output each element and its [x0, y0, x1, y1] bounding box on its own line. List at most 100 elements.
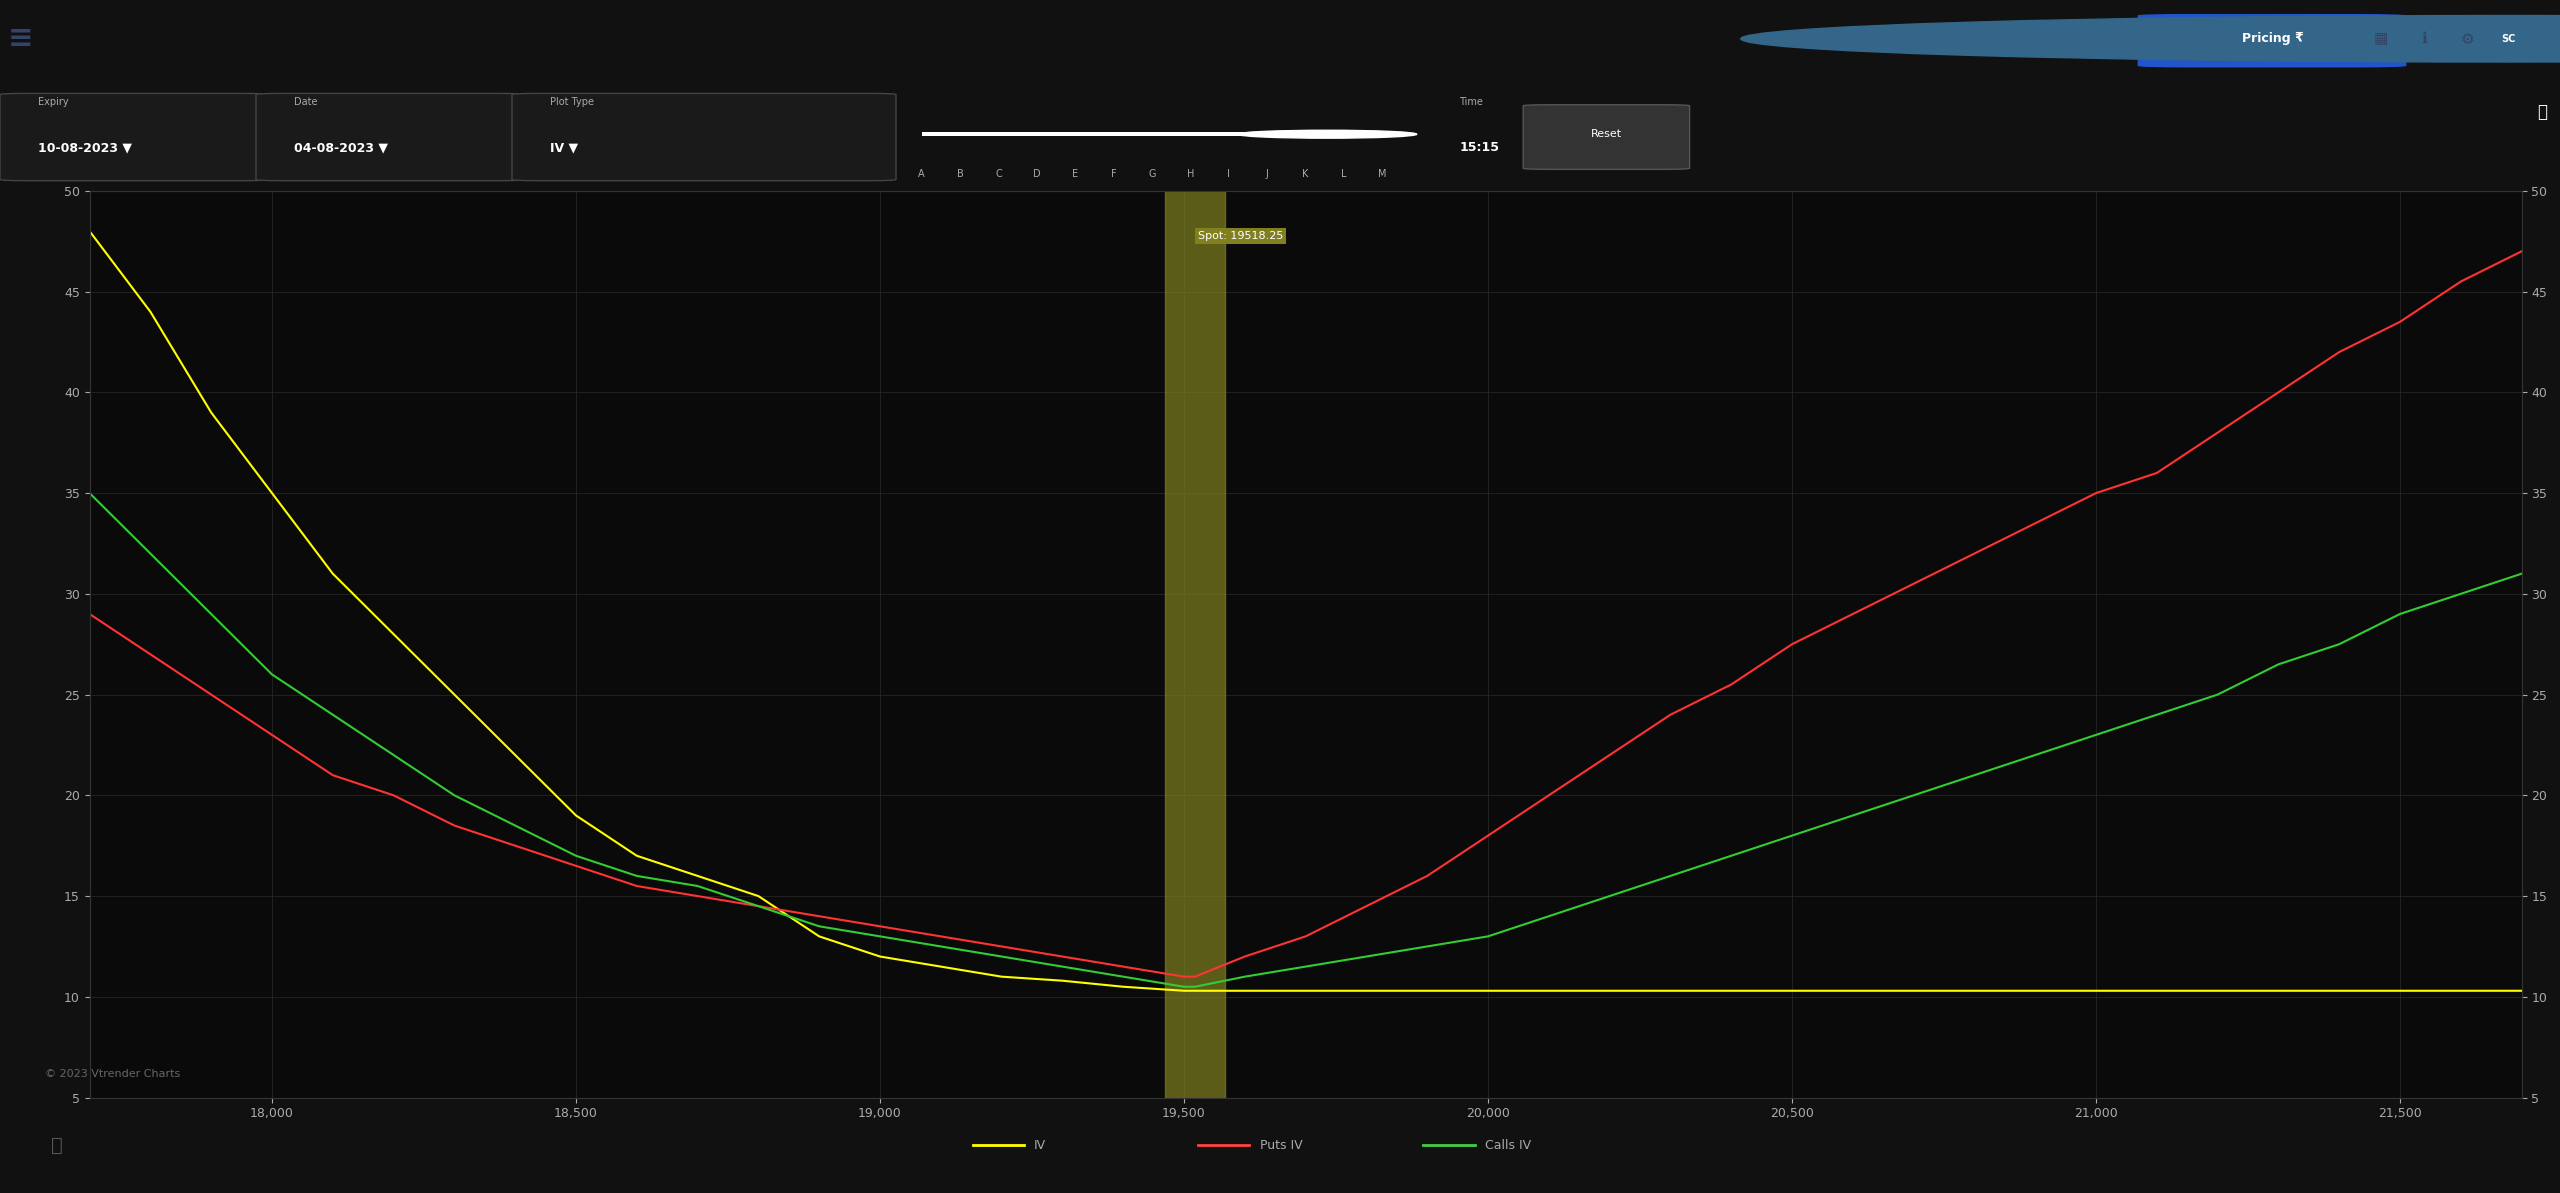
Puts IV: [924, 929, 955, 944]
Calls IV: [499, 818, 530, 833]
Text: NIFTY Gamma Chart at 15:09: NIFTY Gamma Chart at 15:09: [1075, 26, 1485, 51]
IV: [1229, 983, 1260, 997]
Calls IV: [2081, 728, 2112, 742]
Puts IV: [622, 879, 653, 894]
IV: [2445, 983, 2476, 997]
Text: J: J: [1265, 169, 1270, 179]
Calls IV: [1290, 959, 1321, 973]
Calls IV: [804, 919, 835, 933]
Text: A: A: [919, 169, 924, 179]
Puts IV: [1047, 950, 1078, 964]
Puts IV: [2506, 245, 2537, 259]
Text: Calls IV: Calls IV: [1485, 1139, 1531, 1151]
Puts IV: [1352, 900, 1382, 914]
Text: ⚙: ⚙: [2460, 31, 2476, 47]
Puts IV: [684, 889, 714, 903]
Calls IV: [1352, 950, 1382, 964]
IV: [1472, 983, 1503, 997]
IV: [197, 406, 228, 420]
Calls IV: [2202, 687, 2232, 701]
Puts IV: [2445, 274, 2476, 289]
IV: [1958, 983, 1989, 997]
Text: H: H: [1188, 169, 1193, 179]
IV: [986, 970, 1016, 984]
Text: © 2023 Vtrender Charts: © 2023 Vtrender Charts: [46, 1069, 179, 1078]
IV: [2324, 983, 2355, 997]
Puts IV: [742, 900, 773, 914]
IV: [561, 809, 591, 823]
Calls IV: [2263, 657, 2294, 672]
FancyBboxPatch shape: [0, 93, 269, 180]
Calls IV: [136, 546, 166, 561]
Puts IV: [136, 647, 166, 661]
Calls IV: [1838, 809, 1869, 823]
Calls IV: [317, 707, 348, 722]
IV: [742, 889, 773, 903]
Text: 10-08-2023 ▼: 10-08-2023 ▼: [38, 141, 133, 154]
IV: [1595, 983, 1626, 997]
Calls IV: [2506, 567, 2537, 581]
IV: [499, 748, 530, 762]
Puts IV: [1958, 546, 1989, 561]
Circle shape: [1741, 16, 2560, 62]
IV: [2386, 983, 2417, 997]
Text: Time: Time: [1459, 98, 1482, 107]
Text: I: I: [1226, 169, 1231, 179]
Puts IV: [1900, 576, 1930, 591]
Calls IV: [742, 900, 773, 914]
FancyBboxPatch shape: [256, 93, 525, 180]
Calls IV: [561, 848, 591, 863]
Text: L: L: [1341, 169, 1347, 179]
IV: [1715, 983, 1746, 997]
Calls IV: [2020, 748, 2051, 762]
Puts IV: [438, 818, 468, 833]
Puts IV: [986, 939, 1016, 953]
IV: [2081, 983, 2112, 997]
IV: [136, 304, 166, 319]
Puts IV: [1533, 789, 1564, 803]
IV: [622, 848, 653, 863]
Puts IV: [1229, 950, 1260, 964]
Text: Reset: Reset: [1590, 129, 1623, 140]
Text: ⤢: ⤢: [2537, 103, 2547, 120]
IV: [2143, 983, 2173, 997]
Calls IV: [2445, 587, 2476, 601]
Text: 〜: 〜: [51, 1136, 64, 1155]
Bar: [1165, 191, 1226, 1098]
Puts IV: [1715, 678, 1746, 692]
Text: C: C: [996, 169, 1001, 179]
Puts IV: [865, 919, 896, 933]
Calls IV: [2143, 707, 2173, 722]
Calls IV: [74, 486, 105, 500]
Calls IV: [924, 939, 955, 953]
FancyBboxPatch shape: [1523, 105, 1690, 169]
IV: [1777, 983, 1807, 997]
IV: [1533, 983, 1564, 997]
Puts IV: [74, 607, 105, 622]
Calls IV: [986, 950, 1016, 964]
IV: [1352, 983, 1382, 997]
IV: [865, 950, 896, 964]
Puts IV: [379, 789, 410, 803]
IV: [924, 959, 955, 973]
Circle shape: [1236, 130, 1416, 138]
Calls IV: [1167, 979, 1198, 994]
Text: D: D: [1034, 169, 1039, 179]
Text: K: K: [1303, 169, 1308, 179]
Line: IV: IV: [90, 231, 2522, 990]
IV: [1838, 983, 1869, 997]
Text: ▦: ▦: [2373, 31, 2388, 47]
Line: Calls IV: Calls IV: [90, 493, 2522, 987]
Puts IV: [2324, 345, 2355, 359]
IV: [804, 929, 835, 944]
Text: Date: Date: [294, 98, 317, 107]
Puts IV: [1413, 869, 1444, 883]
Text: M: M: [1377, 169, 1388, 179]
IV: [256, 486, 287, 500]
Calls IV: [379, 748, 410, 762]
Calls IV: [1229, 970, 1260, 984]
Puts IV: [317, 768, 348, 783]
Text: 04-08-2023 ▼: 04-08-2023 ▼: [294, 141, 389, 154]
Calls IV: [2324, 637, 2355, 651]
IV: [684, 869, 714, 883]
